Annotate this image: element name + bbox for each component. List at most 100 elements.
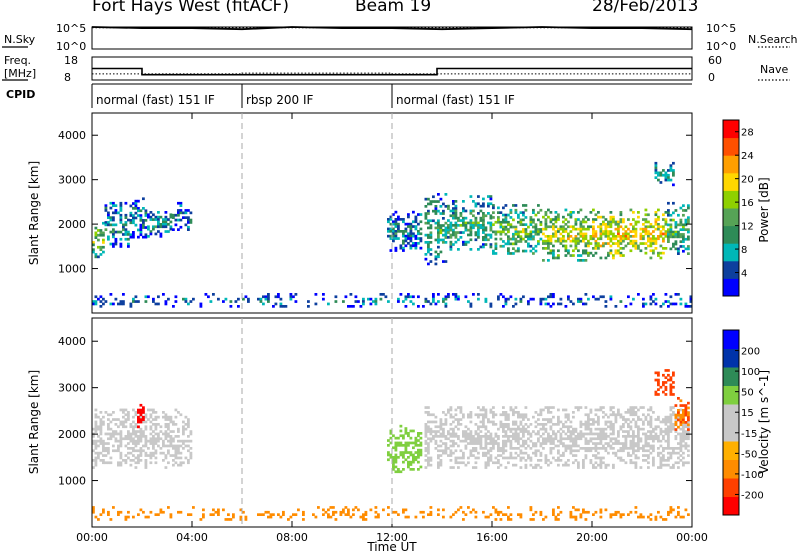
vel-cells-cell-3-533 bbox=[542, 437, 545, 441]
vel-cells-cell-3-232 bbox=[477, 437, 480, 441]
vel-cells-cell-0-361 bbox=[174, 451, 178, 455]
power-cells-cell-6-29 bbox=[429, 226, 433, 230]
power-cells-cell-13-236 bbox=[604, 300, 608, 303]
vel-cells-cell-0-370 bbox=[177, 444, 180, 448]
power-cells-cell-10-98 bbox=[617, 230, 620, 233]
power-cells-cell-13-151 bbox=[432, 297, 435, 301]
vel-cells-cell-1-0 bbox=[137, 408, 140, 412]
vel-cells-cell-5-17 bbox=[679, 421, 683, 424]
power-cells-cell-13-267 bbox=[674, 293, 678, 296]
vel-cells-cell-0-170 bbox=[132, 432, 135, 436]
vel-cells-cell-6-260 bbox=[677, 510, 680, 514]
vel-cells-cell-3-955 bbox=[634, 435, 638, 438]
vel-cells-cell-3-7 bbox=[424, 435, 428, 438]
vel-cells-cell-3-700 bbox=[582, 432, 585, 436]
vel-cells-cell-0-316 bbox=[164, 435, 168, 438]
power-cells-cell-1-62 bbox=[124, 223, 128, 227]
vel-cells-cell-3-23 bbox=[427, 442, 430, 445]
vel-cells-cell-0-26 bbox=[97, 425, 100, 429]
power-cells-cell-8-133 bbox=[529, 223, 533, 226]
power-cells-cell-12-16 bbox=[664, 176, 668, 179]
vel-cells-cell-0-315 bbox=[164, 432, 168, 436]
power-cells-cell-9-49 bbox=[552, 256, 555, 260]
vel-cells-cell-3-435 bbox=[519, 420, 523, 424]
vel-cells-cell-2-78 bbox=[412, 429, 415, 433]
power-cells-cell-8-66 bbox=[509, 242, 513, 246]
vel-cells-cell-3-711 bbox=[584, 425, 588, 429]
power-cells-cell-10-89 bbox=[614, 235, 618, 238]
vel-cells-cell-3-568 bbox=[549, 439, 553, 443]
power-cells-cell-13-10 bbox=[102, 302, 105, 306]
power-cells-cell-9-15 bbox=[544, 239, 548, 243]
vel-cells-cell-0-108 bbox=[119, 408, 123, 412]
vel-cells-cell-3-807 bbox=[602, 444, 605, 448]
vel-cells-cell-3-259 bbox=[482, 454, 485, 457]
power-cells-cell-13-243 bbox=[627, 295, 630, 299]
vel-cells-cell-3-499 bbox=[534, 444, 538, 448]
vel-cells-cell-0-15 bbox=[94, 430, 98, 433]
power-cells-cell-13-115 bbox=[362, 300, 365, 303]
vel-cells-cell-2-59 bbox=[404, 451, 408, 454]
power-cells-cell-10-105 bbox=[617, 251, 620, 255]
vel-cells-cell-3-1036 bbox=[652, 411, 655, 414]
power-cells-cell-10-136 bbox=[627, 235, 630, 238]
power-cells-cell-13-124 bbox=[379, 293, 383, 296]
power-cells-cell-7-142 bbox=[484, 226, 488, 230]
power-cells-cell-7-3 bbox=[447, 224, 450, 227]
vel-cells-cell-3-916 bbox=[627, 451, 630, 455]
power-cells-cell-0-4 bbox=[94, 226, 98, 230]
vel-cells-cell-6-110 bbox=[352, 508, 355, 512]
power-cells-cell-10-199 bbox=[647, 235, 650, 238]
power-cells-cell-10-195 bbox=[647, 220, 650, 224]
vel-cells-cell-0-343 bbox=[169, 454, 173, 457]
power-cells-cell-10-12 bbox=[594, 218, 598, 221]
vel-cells-cell-3-27 bbox=[427, 451, 430, 455]
power-cells-cell-13-239 bbox=[609, 297, 613, 301]
vel-cells-cell-6-100 bbox=[339, 510, 343, 514]
vel-cells-cell-3-206 bbox=[472, 437, 475, 441]
vel-cells-cell-0-156 bbox=[129, 432, 133, 436]
power-cells-cell-9-78 bbox=[562, 225, 565, 229]
vel-cells-cell-2-15 bbox=[392, 460, 395, 464]
vel-cells-cell-3-158 bbox=[459, 418, 463, 421]
power-cells-cell-13-233 bbox=[597, 297, 600, 301]
power-cells-cell-13-218 bbox=[564, 305, 568, 308]
vel-cells-cell-0-216 bbox=[139, 451, 143, 455]
vel-cells-cell-3-247 bbox=[479, 447, 483, 450]
power-cells-cell-5-40 bbox=[399, 218, 403, 221]
power-cells-cell-10-26 bbox=[597, 244, 600, 248]
vel-cells-cell-3-1025 bbox=[649, 418, 653, 421]
vel-cells-cell-3-938 bbox=[632, 430, 635, 433]
vel-cells-cell-6-138 bbox=[414, 515, 418, 519]
vel-cells-cell-3-566 bbox=[549, 435, 553, 438]
vel-cells-cell-3-480 bbox=[529, 423, 533, 426]
power-cells-cell-10-232 bbox=[657, 218, 660, 221]
vel-cells-cell-3-1110 bbox=[667, 444, 670, 448]
nsky-label: N.Sky bbox=[4, 33, 36, 46]
vel-cells-cell-3-11 bbox=[424, 449, 428, 453]
vel-cells-cell-0-59 bbox=[104, 432, 108, 436]
vel-cells-cell-0-322 bbox=[167, 415, 170, 419]
vel-cells-cell-3-1082 bbox=[662, 447, 665, 450]
power-cells-cell-13-102 bbox=[334, 295, 338, 299]
vel-cells-cell-3-668 bbox=[572, 461, 575, 465]
vel-cells-cell-2-49 bbox=[402, 456, 405, 459]
power-cells-cell-8-161 bbox=[537, 228, 540, 231]
vel-cells-cell-3-182 bbox=[464, 463, 468, 467]
power-cells-cell-10-228 bbox=[654, 242, 658, 245]
power-cells-cell-6-64 bbox=[437, 238, 440, 242]
power-cells-cell-6-84 bbox=[442, 233, 445, 237]
vel-cells-cell-0-44 bbox=[99, 442, 103, 445]
power-cells-cell-10-132 bbox=[624, 244, 628, 248]
vel-cells-cell-0-79 bbox=[109, 427, 113, 431]
vel-cells-cell-0-329 bbox=[167, 439, 170, 443]
vel-cells-cell-3-260 bbox=[484, 408, 488, 412]
power-cells-cell-8-158 bbox=[537, 204, 540, 207]
vel-cells-cell-6-104 bbox=[344, 506, 348, 509]
vel-cells-cell-3-1013 bbox=[647, 435, 650, 438]
power-cells-cell-5-25 bbox=[394, 222, 398, 226]
vel-cells-cell-3-932 bbox=[629, 461, 633, 465]
vel-cells-cell-3-506 bbox=[537, 418, 540, 421]
power-cells-cell-11-25 bbox=[672, 235, 675, 239]
vel-cells-cell-0-182 bbox=[134, 430, 138, 433]
